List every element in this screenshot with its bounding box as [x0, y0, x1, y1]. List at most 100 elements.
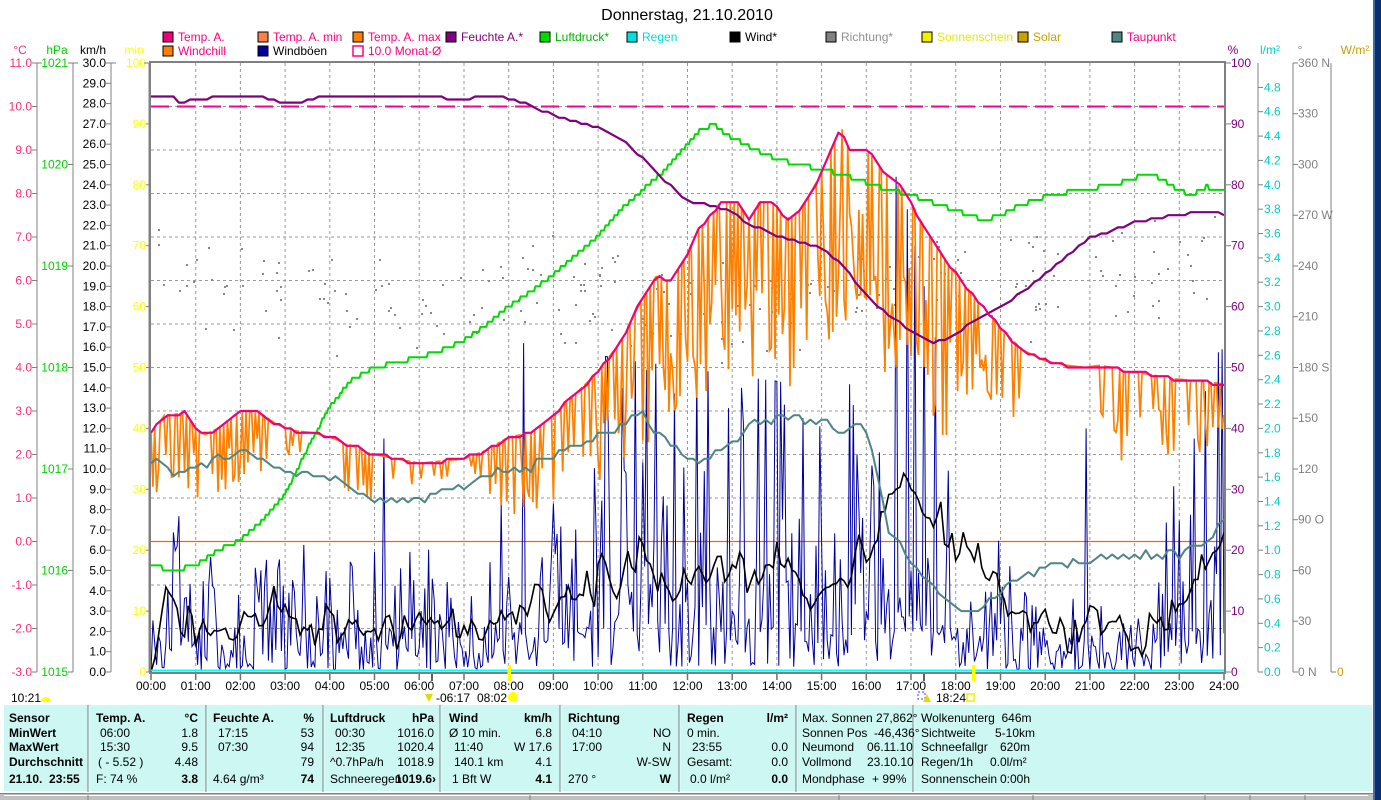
svg-text:Temp. A. min: Temp. A. min — [273, 30, 342, 44]
svg-text:27.0: 27.0 — [83, 117, 107, 131]
svg-text:0.0: 0.0 — [1264, 665, 1281, 679]
svg-text:9.0: 9.0 — [15, 143, 32, 157]
svg-text:6.8: 6.8 — [535, 726, 552, 740]
svg-text:4.1: 4.1 — [535, 772, 552, 786]
svg-text:3.2: 3.2 — [1264, 275, 1281, 289]
svg-text:Taupunkt: Taupunkt — [1127, 30, 1176, 44]
svg-text:20: 20 — [1231, 543, 1245, 557]
svg-text:23.0: 23.0 — [83, 198, 107, 212]
svg-text:Sichtweite: Sichtweite — [921, 726, 976, 740]
svg-text:90: 90 — [1231, 117, 1245, 131]
svg-text:74: 74 — [301, 772, 315, 786]
svg-text:80: 80 — [133, 178, 147, 192]
svg-text:80: 80 — [1231, 178, 1245, 192]
svg-text:150: 150 — [1298, 411, 1318, 425]
svg-text:4.64 g/m³: 4.64 g/m³ — [213, 772, 264, 786]
svg-text:270 W: 270 W — [1298, 208, 1333, 222]
svg-text:180 S: 180 S — [1298, 361, 1329, 375]
svg-text:7.0: 7.0 — [89, 523, 106, 537]
svg-text:11:40: 11:40 — [454, 740, 483, 754]
svg-text:0 N: 0 N — [1298, 665, 1317, 679]
svg-text:9.5: 9.5 — [181, 740, 198, 754]
svg-text:1019: 1019 — [41, 259, 68, 273]
svg-text:04:10: 04:10 — [572, 726, 602, 740]
svg-text:16:00: 16:00 — [851, 679, 881, 693]
svg-text:Feuchte A.*: Feuchte A.* — [461, 30, 523, 44]
svg-text:19:00: 19:00 — [985, 679, 1015, 693]
svg-text:4.2: 4.2 — [1264, 153, 1281, 167]
svg-text:21.10. 23:55: 21.10. 23:55 — [9, 772, 80, 786]
svg-text:23.10.10: 23.10.10 — [867, 755, 914, 769]
svg-text:50: 50 — [1231, 361, 1245, 375]
svg-text:0.0: 0.0 — [771, 755, 788, 769]
svg-text:12:00: 12:00 — [672, 679, 702, 693]
svg-text:2.0: 2.0 — [1264, 421, 1281, 435]
svg-text:Durchschnitt: Durchschnitt — [9, 755, 83, 769]
svg-text:Regen: Regen — [642, 30, 677, 44]
svg-text:Regen/1h: Regen/1h — [921, 755, 973, 769]
svg-text:16.0: 16.0 — [83, 340, 107, 354]
svg-text:N: N — [662, 740, 671, 754]
svg-text:05:00: 05:00 — [359, 679, 389, 693]
svg-text:40: 40 — [1231, 421, 1245, 435]
svg-text:620m: 620m — [1000, 740, 1030, 754]
svg-text:90 O: 90 O — [1298, 513, 1324, 527]
svg-text:Solar: Solar — [1033, 30, 1061, 44]
svg-text:0.8: 0.8 — [1264, 568, 1281, 582]
svg-text:W: W — [660, 772, 672, 786]
svg-text:5-10km: 5-10km — [995, 726, 1035, 740]
svg-text:23:55: 23:55 — [692, 740, 722, 754]
svg-text:F: 74 %: F: 74 % — [96, 772, 138, 786]
svg-text:1.2: 1.2 — [1264, 519, 1281, 533]
svg-text:1015: 1015 — [41, 665, 68, 679]
svg-text:5.0: 5.0 — [89, 564, 106, 578]
svg-text:3.0: 3.0 — [89, 604, 106, 618]
svg-text:06.11.10: 06.11.10 — [867, 740, 913, 754]
svg-text:Donnerstag, 21.10.2010: Donnerstag, 21.10.2010 — [601, 7, 773, 24]
svg-text:0.0l/m²: 0.0l/m² — [990, 755, 1027, 769]
svg-text:0.0: 0.0 — [15, 535, 32, 549]
svg-text:0: 0 — [139, 665, 146, 679]
svg-text:hPa: hPa — [412, 711, 434, 725]
svg-text:03:00: 03:00 — [270, 679, 300, 693]
svg-text:1016: 1016 — [41, 564, 68, 578]
svg-text:1.0: 1.0 — [89, 645, 106, 659]
svg-text:330: 330 — [1298, 107, 1318, 121]
svg-text:11:00: 11:00 — [628, 679, 657, 693]
svg-text:1.0: 1.0 — [1264, 543, 1281, 557]
svg-text:0:00h: 0:00h — [1000, 772, 1030, 786]
svg-text:Windböen: Windböen — [273, 44, 327, 58]
svg-text:-2.0: -2.0 — [11, 622, 32, 636]
svg-text:14.0: 14.0 — [83, 381, 107, 395]
svg-text:14:00: 14:00 — [762, 679, 792, 693]
svg-text:km/h: km/h — [524, 711, 552, 725]
svg-text:60: 60 — [1231, 300, 1245, 314]
svg-text:18.0: 18.0 — [83, 300, 107, 314]
svg-text:Luftdruck: Luftdruck — [330, 711, 386, 725]
svg-text:07:30: 07:30 — [218, 740, 248, 754]
svg-text:^0.7hPa/h: ^0.7hPa/h — [330, 755, 384, 769]
svg-text:60: 60 — [1298, 564, 1312, 578]
svg-text:0: 0 — [1337, 665, 1344, 679]
svg-text:4.48: 4.48 — [175, 755, 199, 769]
svg-text:23:00: 23:00 — [1164, 679, 1194, 693]
svg-text:MinWert: MinWert — [9, 726, 56, 740]
svg-text:1.4: 1.4 — [1264, 495, 1281, 509]
svg-text:Temp. A. max: Temp. A. max — [368, 30, 441, 44]
svg-text:10.0: 10.0 — [9, 100, 33, 114]
svg-text:min: min — [124, 43, 143, 57]
svg-text:Regen: Regen — [687, 711, 724, 725]
svg-text:15:00: 15:00 — [807, 679, 837, 693]
svg-text:4.0: 4.0 — [89, 584, 106, 598]
svg-text:Mondphase: Mondphase — [802, 772, 865, 786]
svg-text:Richtung*: Richtung* — [841, 30, 893, 44]
svg-text:07:00: 07:00 — [449, 679, 479, 693]
svg-text:l/m²: l/m² — [1260, 43, 1280, 57]
svg-text:3.0: 3.0 — [1264, 300, 1281, 314]
svg-text:0.6: 0.6 — [1264, 592, 1281, 606]
svg-text:0: 0 — [1231, 665, 1238, 679]
svg-text:17:00: 17:00 — [572, 740, 602, 754]
svg-text:10:00: 10:00 — [583, 679, 613, 693]
svg-text:Feuchte A.: Feuchte A. — [213, 711, 274, 725]
svg-text:Wind: Wind — [449, 711, 478, 725]
